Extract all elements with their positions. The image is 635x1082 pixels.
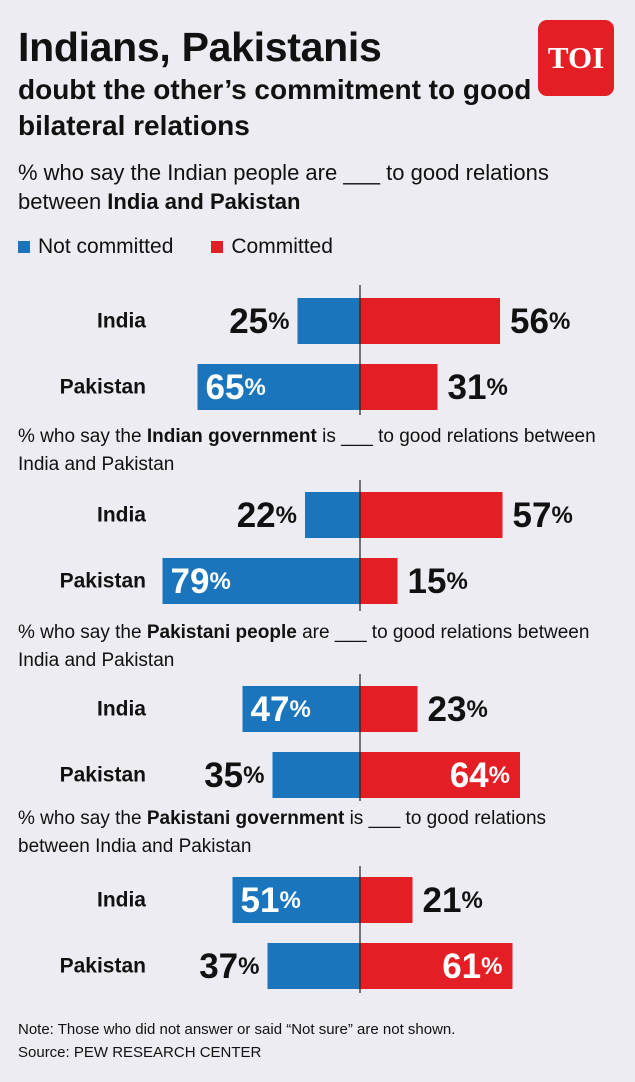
bar-not-committed [267, 943, 360, 989]
bar-committed [360, 943, 513, 989]
bar-not-committed [232, 877, 360, 923]
bar-committed [360, 752, 520, 798]
bar-not-committed [162, 558, 360, 604]
category-label-india: India [97, 698, 146, 721]
question-text-part: India and Pakistan [107, 189, 301, 214]
panel-question-3: % who say the Pakistani people are ___ t… [18, 619, 598, 675]
value-label-committed: 64% [450, 756, 510, 795]
legend-label-committed: Committed [231, 235, 333, 258]
value-label-not-committed: 22% [237, 496, 297, 535]
question-text-part: are ___ to good relations between India … [18, 622, 590, 671]
category-label-pakistan: Pakistan [60, 376, 146, 399]
footnote: Note: Those who did not answer or said “… [18, 1018, 455, 1064]
bar-committed [360, 364, 438, 410]
diverging-bar-chart: India 25% 56% Pakistan 65% 31% India 22% 57% Paki… [60, 285, 573, 993]
bar-committed [360, 558, 398, 604]
category-label-pakistan: Pakistan [60, 955, 146, 978]
legend: Not committed Committed [18, 234, 333, 260]
bar-committed [360, 298, 500, 344]
legend-swatch-not-committed [18, 241, 30, 253]
question-text-part: is ___ to good relations between India a… [18, 808, 547, 857]
category-label-india: India [97, 310, 146, 333]
panel-question-2: % who say the Indian government is ___ t… [18, 423, 598, 479]
value-label-not-committed: 51% [241, 881, 301, 920]
legend-item-committed: Committed [211, 234, 333, 260]
legend-label-not-committed: Not committed [38, 235, 174, 258]
value-label-committed: 23% [428, 690, 488, 729]
panel-question-4: % who say the Pakistani government is __… [18, 805, 598, 861]
category-label-india: India [97, 889, 146, 912]
value-label-not-committed: 65% [206, 368, 266, 407]
value-label-committed: 57% [513, 496, 573, 535]
question-text-part: Pakistani government [146, 808, 345, 829]
bar-committed [360, 686, 418, 732]
bar-not-committed [297, 298, 360, 344]
category-label-pakistan: Pakistan [60, 764, 146, 787]
panel-question-1: % who say the Indian people are ___ to g… [18, 158, 598, 216]
category-label-pakistan: Pakistan [60, 570, 146, 593]
value-label-not-committed: 79% [171, 562, 231, 601]
value-label-not-committed: 47% [251, 690, 311, 729]
bar-committed [360, 877, 413, 923]
bar-committed [360, 492, 503, 538]
chart-title: Indians, Pakistanis [18, 24, 382, 70]
value-label-not-committed: 25% [229, 302, 289, 341]
value-label-committed: 15% [408, 562, 468, 601]
value-label-committed: 56% [510, 302, 570, 341]
bar-not-committed [272, 752, 360, 798]
value-label-not-committed: 35% [204, 756, 264, 795]
category-label-india: India [97, 504, 146, 527]
chart-subtitle: doubt the other’s commitment to good bil… [18, 74, 532, 141]
value-label-committed: 21% [423, 881, 483, 920]
value-label-not-committed: 37% [199, 947, 259, 986]
bar-not-committed [197, 364, 360, 410]
question-text-part: % who say the [18, 426, 147, 447]
legend-swatch-committed [211, 241, 224, 253]
question-text-part: Indian government [146, 426, 317, 447]
question-text-part: is ___ to good relations between India a… [18, 426, 596, 475]
question-text-part: % who say the [18, 622, 147, 643]
bar-not-committed [242, 686, 360, 732]
note-text: Note: Those who did not answer or said “… [18, 1021, 456, 1038]
toi-logo: TOI [538, 20, 614, 96]
bar-not-committed [305, 492, 360, 538]
value-label-committed: 31% [448, 368, 508, 407]
question-text-part: Pakistani people [146, 622, 297, 643]
source-text: Source: PEW RESEARCH CENTER [18, 1044, 262, 1061]
question-text-part: % who say the [18, 808, 147, 829]
legend-item-not-committed: Not committed [18, 234, 173, 260]
question-text-part: % who say the Indian people are ___ to g… [18, 160, 549, 214]
value-label-committed: 61% [442, 947, 502, 986]
